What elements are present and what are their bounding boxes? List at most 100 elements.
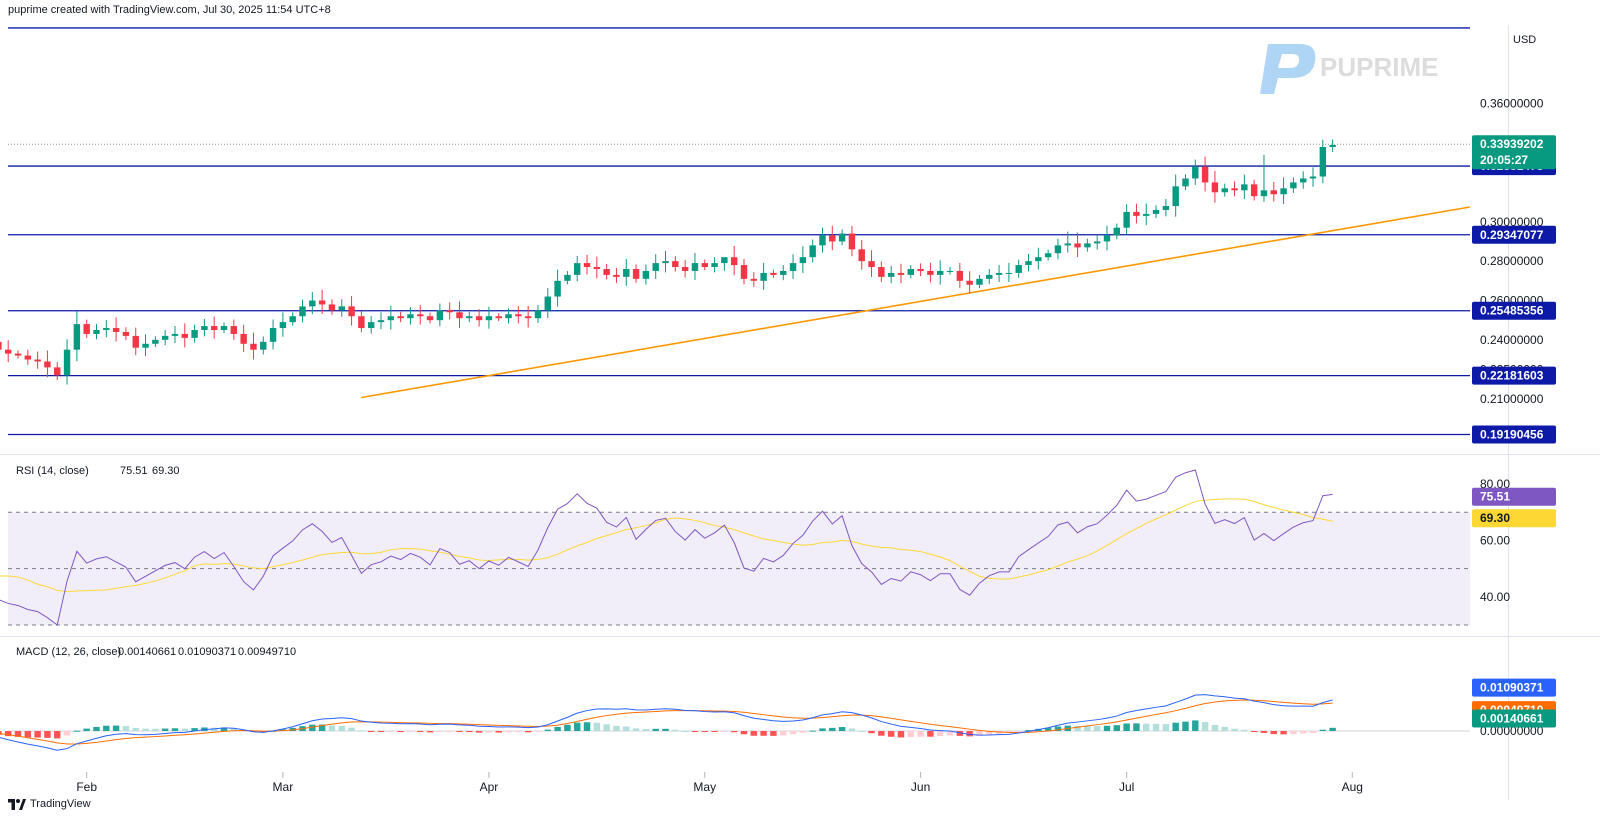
candle-body: [475, 316, 483, 321]
level-badge-text: 0.25485356: [1480, 304, 1544, 318]
candle-body: [44, 361, 51, 368]
candle-body: [348, 306, 355, 317]
macd-histogram-bar: [1074, 725, 1081, 731]
rsi-line: [0, 469, 1333, 626]
candle-body: [1309, 176, 1317, 179]
macd-histogram-bar: [1221, 726, 1228, 731]
macd-histogram-bar: [986, 731, 993, 735]
candle-body: [485, 316, 493, 321]
puprime-logo-icon: [1260, 44, 1316, 94]
candle-body: [1044, 253, 1052, 258]
footer: TradingView: [8, 798, 91, 810]
macd-histogram-bar: [1084, 725, 1091, 731]
macd-histogram-bar: [652, 728, 659, 731]
macd-histogram-bar: [4, 731, 12, 737]
macd-histogram-bar: [142, 728, 149, 731]
candle-body: [426, 316, 434, 321]
candle-body: [878, 267, 885, 277]
macd-histogram-bar: [907, 731, 914, 738]
candle-body: [142, 343, 149, 348]
macd-histogram-bar: [858, 730, 865, 732]
macd-histogram-bar: [780, 731, 787, 736]
macd-histogram-bar: [24, 731, 32, 738]
macd-pane: [0, 694, 1470, 751]
macd-histogram-bar: [1280, 731, 1287, 735]
macd-histogram-bar: [711, 731, 718, 732]
macd-histogram-bar: [1250, 731, 1258, 732]
candle-body: [436, 310, 444, 321]
macd-histogram-bar: [799, 731, 807, 733]
candle-body: [887, 272, 895, 277]
macd-histogram-bar: [878, 731, 885, 736]
candle-body: [672, 261, 679, 268]
candle-body: [1143, 213, 1150, 216]
candle-body: [1241, 184, 1248, 191]
rsi-tick-label: 60.00: [1480, 533, 1510, 547]
macd-histogram-bar: [809, 730, 816, 732]
macd-histogram-bar: [701, 731, 708, 732]
macd-histogram-bar: [691, 731, 699, 732]
macd-title: MACD (12, 26, close): [16, 646, 121, 658]
candle-body: [711, 263, 718, 268]
macd-histogram-bar: [564, 724, 571, 731]
candle-body: [171, 333, 179, 336]
candle-body: [279, 322, 287, 329]
rsi-badge-bg: [1472, 487, 1556, 506]
macd-histogram-bar: [230, 728, 238, 731]
macd-histogram-bar: [407, 731, 414, 732]
macd-histogram-bar: [181, 728, 188, 731]
macd-histogram-bar: [1005, 731, 1013, 733]
macd-histogram-bar: [623, 726, 630, 731]
macd-histogram-bar: [1231, 728, 1238, 731]
candle-body: [1035, 257, 1042, 262]
candle-body: [730, 257, 738, 266]
macd-histogram-bar: [583, 722, 591, 731]
macd-histogram-bar: [1270, 731, 1277, 735]
candle-body: [299, 306, 306, 317]
candle-body: [976, 278, 983, 285]
currency-label: USD: [1513, 34, 1536, 46]
macd-histogram-bar: [1260, 731, 1268, 733]
candle-body: [829, 235, 836, 242]
level-badge-bg: [1472, 225, 1556, 244]
candle-body: [240, 333, 247, 344]
macd-histogram-bar: [632, 728, 640, 731]
candle-body: [328, 304, 336, 311]
macd-histogram-bar: [662, 728, 669, 731]
macd-histogram-bar: [917, 731, 924, 737]
candle-body: [780, 270, 787, 275]
candle-body: [446, 310, 453, 313]
price-tick-label: 0.36000000: [1480, 97, 1544, 111]
macd-histogram-bar: [554, 726, 561, 731]
macd-histogram-bar: [740, 731, 748, 735]
horizontal-levels[interactable]: [8, 27, 1471, 436]
macd-badge-text: 0.01090371: [1480, 681, 1544, 695]
candle-body: [760, 272, 767, 281]
candle-body: [740, 265, 748, 279]
candle-body: [407, 314, 414, 319]
macd-histogram-bar: [132, 727, 139, 731]
candle-body: [544, 296, 551, 311]
macd-histogram-bar: [524, 731, 532, 733]
macd-histogram-bar: [1152, 723, 1160, 731]
macd-histogram-bar: [534, 731, 542, 732]
macd-signal-value: 0.00949710: [238, 646, 296, 658]
macd-histogram-bar: [93, 726, 100, 731]
candle-body: [681, 267, 689, 271]
macd-histogram-bar: [1025, 730, 1032, 732]
macd-histogram-bar: [1241, 729, 1248, 731]
macd-histogram-bar: [446, 731, 453, 732]
macd-histogram-bar: [848, 728, 856, 731]
macd-histogram-bar: [603, 724, 610, 731]
candle-body: [417, 314, 424, 317]
candle-body: [574, 263, 581, 275]
candle-body: [466, 316, 473, 319]
candles: [0, 139, 1336, 385]
macd-histogram-bar: [1319, 729, 1327, 731]
candle-body: [289, 316, 296, 323]
macd-histogram-bar: [1211, 724, 1219, 731]
macd-histogram-bar: [112, 725, 120, 731]
candle-body: [897, 272, 905, 275]
macd-histogram-bar: [485, 731, 493, 733]
